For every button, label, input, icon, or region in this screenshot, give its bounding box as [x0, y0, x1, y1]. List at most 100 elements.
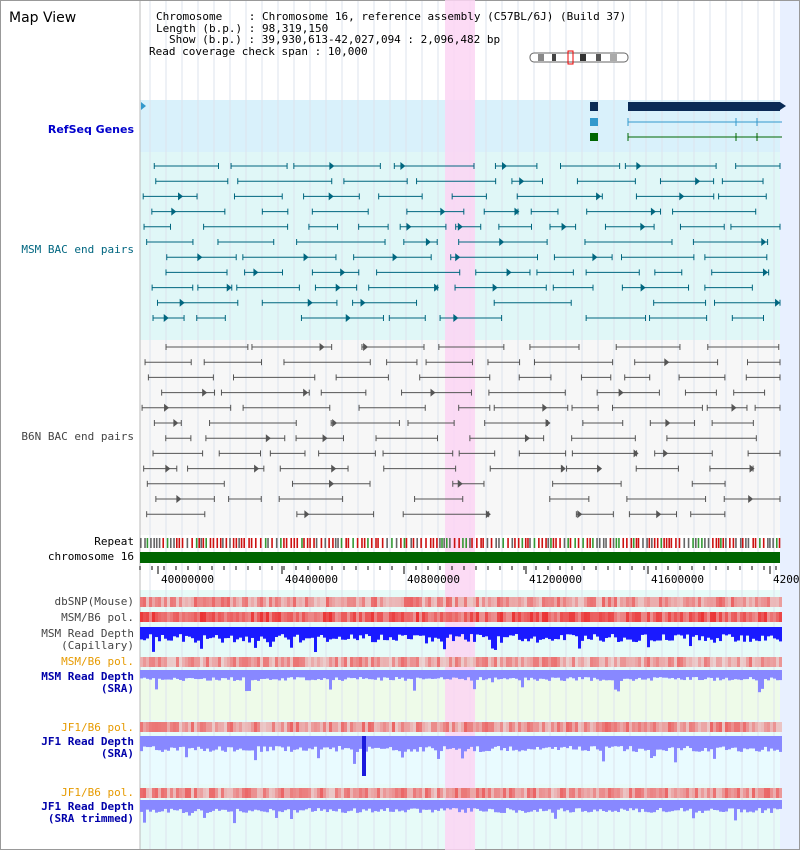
- polymorphism-cell: [425, 657, 428, 667]
- polymorphism-cell: [191, 788, 194, 798]
- repeat-mark: [259, 538, 262, 548]
- polymorphism-cell: [515, 657, 518, 667]
- polymorphism-cell: [560, 597, 563, 607]
- polymorphism-cell: [173, 597, 176, 607]
- polymorphism-cell: [758, 612, 761, 622]
- polymorphism-cell: [398, 597, 401, 607]
- read-depth-bar: [242, 627, 245, 642]
- track-label-msm-b6-pol[interactable]: MSM/B6 pol.: [61, 611, 134, 624]
- polymorphism-cell: [167, 612, 170, 622]
- polymorphism-cell: [203, 597, 206, 607]
- polymorphism-cell: [281, 788, 284, 798]
- read-depth-bar: [467, 736, 470, 749]
- polymorphism-cell: [323, 597, 326, 607]
- polymorphism-cell: [419, 597, 422, 607]
- polymorphism-cell: [623, 788, 626, 798]
- polymorphism-cell: [320, 788, 323, 798]
- track-label-jf1-depth-sra[interactable]: JF1 Read Depth (SRA): [41, 735, 134, 760]
- polymorphism-cell: [338, 612, 341, 622]
- read-depth-bar: [710, 627, 713, 640]
- read-depth-bar: [530, 627, 533, 639]
- track-label-refseq-genes[interactable]: RefSeq Genes: [47, 123, 134, 136]
- polymorphism-cell: [209, 722, 212, 732]
- track-label-chromosome[interactable]: chromosome 16: [47, 550, 134, 563]
- track-label-jf1-b6-pol[interactable]: JF1/B6 pol.: [61, 721, 134, 734]
- polymorphism-cell: [287, 722, 290, 732]
- polymorphism-cell: [560, 788, 563, 798]
- read-depth-bar: [764, 670, 767, 680]
- polymorphism-cell: [728, 657, 731, 667]
- read-depth-bar: [146, 800, 149, 810]
- repeat-mark: [458, 538, 460, 548]
- polymorphism-cell: [461, 597, 464, 607]
- polymorphism-cell: [161, 722, 164, 732]
- polymorphism-cell: [269, 788, 272, 798]
- track-label-dbsnp[interactable]: dbSNP(Mouse): [54, 595, 134, 608]
- read-depth-bar: [299, 736, 302, 748]
- read-depth-bar: [632, 736, 635, 752]
- polymorphism-cell: [650, 657, 653, 667]
- repeat-mark: [416, 538, 419, 548]
- track-label-b6n-bac[interactable]: B6N BAC end pairs: [21, 430, 134, 443]
- read-depth-bar: [773, 736, 776, 751]
- polymorphism-cell: [194, 612, 197, 622]
- read-depth-bar: [242, 736, 245, 751]
- read-depth-bar: [596, 800, 599, 812]
- polymorphism-cell: [647, 722, 650, 732]
- polymorphism-cell: [557, 657, 560, 667]
- polymorphism-cell: [440, 722, 443, 732]
- polymorphism-cell: [158, 612, 161, 622]
- read-depth-bar: [509, 736, 512, 747]
- read-depth-bar: [692, 670, 695, 678]
- polymorphism-cell: [410, 657, 413, 667]
- read-depth-bar: [479, 670, 482, 678]
- read-depth-bar: [266, 670, 269, 679]
- polymorphism-cell: [464, 597, 467, 607]
- polymorphism-cell: [242, 597, 245, 607]
- polymorphism-cell: [344, 722, 347, 732]
- read-depth-bar: [206, 736, 209, 749]
- polymorphism-cell: [647, 612, 650, 622]
- track-label-msm-depth-sra[interactable]: MSM Read Depth (SRA): [41, 670, 134, 695]
- polymorphism-cell: [179, 612, 182, 622]
- polymorphism-cell: [365, 788, 368, 798]
- read-depth-bar: [416, 736, 419, 752]
- polymorphism-cell: [608, 722, 611, 732]
- track-label-jf1-depth-trimmed[interactable]: JF1 Read Depth (SRA trimmed): [41, 800, 134, 825]
- track-label-msm-depth-capillary[interactable]: MSM Read Depth (Capillary): [41, 627, 134, 652]
- track-label-msm-bac[interactable]: MSM BAC end pairs: [21, 243, 134, 256]
- polymorphism-cell: [683, 657, 686, 667]
- polymorphism-cell: [473, 788, 476, 798]
- read-depth-bar: [377, 627, 380, 640]
- polymorphism-cell: [467, 722, 470, 732]
- read-depth-bar: [644, 627, 647, 635]
- polymorphism-cell: [416, 722, 419, 732]
- read-depth-bar: [275, 736, 278, 747]
- polymorphism-cell: [440, 612, 443, 622]
- bac-arrow: [596, 192, 602, 201]
- polymorphism-cell: [497, 788, 500, 798]
- polymorphism-cell: [260, 657, 263, 667]
- read-depth-bar: [356, 736, 359, 752]
- track-label-jf1-b6-pol-2[interactable]: JF1/B6 pol.: [61, 786, 134, 799]
- polymorphism-cell: [470, 722, 473, 732]
- read-depth-bar: [566, 800, 569, 811]
- polymorphism-cell: [578, 597, 581, 607]
- track-label-repeat[interactable]: Repeat: [94, 535, 134, 548]
- polymorphism-cell: [725, 597, 728, 607]
- polymorphism-cell: [746, 722, 749, 732]
- polymorphism-cell: [506, 657, 509, 667]
- polymorphism-cell: [236, 597, 239, 607]
- read-depth-bar: [209, 627, 212, 639]
- read-depth-bar: [512, 670, 515, 679]
- polymorphism-cell: [710, 722, 713, 732]
- polymorphism-cell: [500, 597, 503, 607]
- read-depth-bar: [536, 800, 539, 812]
- polymorphism-cell: [479, 597, 482, 607]
- track-label-msm-b6-pol-sra[interactable]: MSM/B6 pol.: [61, 655, 134, 668]
- polymorphism-cell: [326, 788, 329, 798]
- polymorphism-cell: [707, 722, 710, 732]
- read-depth-bar: [647, 736, 650, 750]
- repeat-mark: [596, 538, 598, 548]
- read-depth-bar: [590, 627, 593, 640]
